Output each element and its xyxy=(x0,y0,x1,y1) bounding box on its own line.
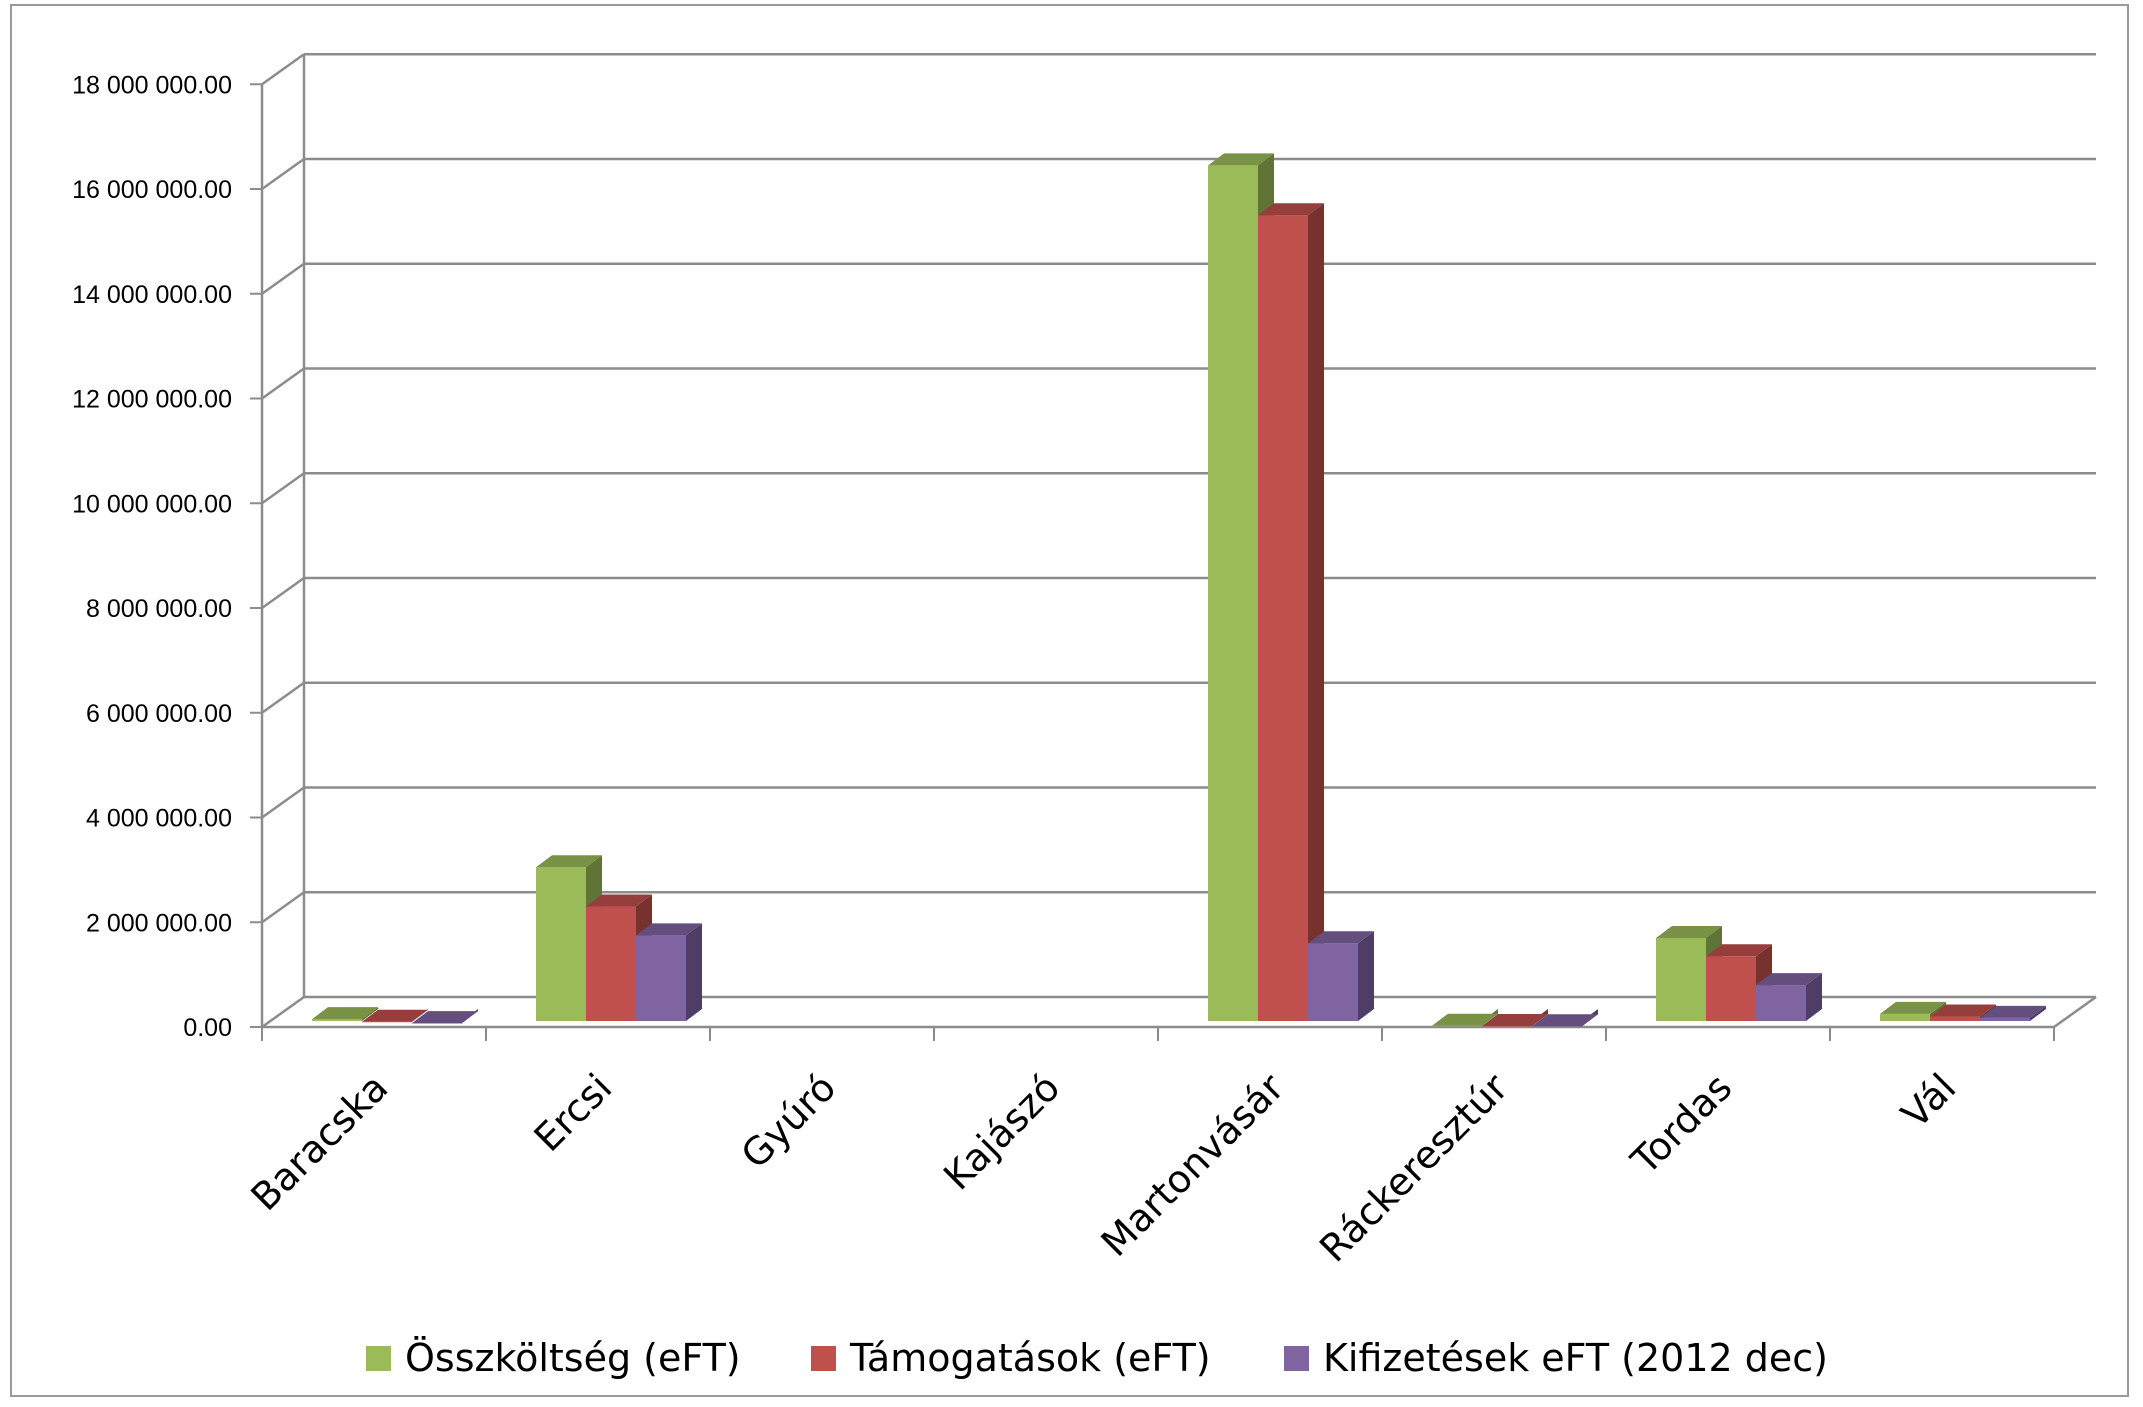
bar-front xyxy=(412,1023,462,1024)
gridline-depth xyxy=(261,786,305,819)
x-axis: Baracska Ercsi Gyúró Kajászó Martonvásár Ráck… xyxy=(243,995,2097,1271)
bar xyxy=(1432,1009,1498,1027)
bar-front xyxy=(362,1021,412,1023)
bar-side xyxy=(1308,203,1324,1021)
y-tick-label: 8 000 000.00 xyxy=(86,595,232,623)
bar-front xyxy=(312,1019,362,1021)
gridline-depth xyxy=(261,681,305,714)
y-tick-label: 0.00 xyxy=(183,1014,232,1042)
bar-front xyxy=(1482,1026,1532,1027)
bar-side xyxy=(2030,1005,2046,1021)
bar-front xyxy=(1880,1013,1930,1021)
bar-top xyxy=(1532,1014,1598,1027)
bar-front xyxy=(1258,215,1308,1021)
legend-label: Kifizetések eFT (2012 dec) xyxy=(1323,1336,1828,1380)
bar-top xyxy=(1980,1005,2046,1018)
gridline-depth xyxy=(261,367,305,400)
bar-front xyxy=(1532,1026,1582,1027)
gridline-depth xyxy=(261,891,305,924)
x-tick-label: Gyúró xyxy=(733,1065,845,1177)
bar xyxy=(412,1009,478,1024)
bar-top xyxy=(1930,1004,1996,1017)
gridline-depth xyxy=(261,262,305,295)
gridline-depth xyxy=(261,472,305,505)
bar-front xyxy=(1980,1017,2030,1021)
legend-item: Kifizetések eFT (2012 dec) xyxy=(1284,1336,1828,1380)
x-tick-label: Baracska xyxy=(243,1065,397,1219)
bar-top xyxy=(1756,973,1822,986)
bar-top xyxy=(1208,153,1274,166)
x-tick-label: Ráckeresztúr xyxy=(1311,1065,1517,1271)
y-tick-label: 12 000 000.00 xyxy=(72,386,232,414)
bar-top xyxy=(636,923,702,936)
y-tick-label: 6 000 000.00 xyxy=(86,700,232,728)
bar-top xyxy=(586,894,652,907)
bar-side xyxy=(686,923,702,1021)
bar-front xyxy=(536,867,586,1021)
gridline-depth xyxy=(261,53,305,86)
bar-top xyxy=(1258,203,1324,216)
bar-front xyxy=(1756,985,1806,1021)
bar-front xyxy=(586,906,636,1021)
bar xyxy=(1258,203,1324,1021)
bar xyxy=(1980,1005,2046,1021)
y-tick-label: 2 000 000.00 xyxy=(86,909,232,937)
bar-side xyxy=(1358,931,1374,1021)
bar xyxy=(312,1007,378,1021)
bar-top xyxy=(1308,931,1374,944)
y-tick-label: 4 000 000.00 xyxy=(86,805,232,833)
y-tick-label: 14 000 000.00 xyxy=(72,281,232,309)
legend-swatch xyxy=(366,1346,391,1371)
chart-frame xyxy=(10,4,2129,1397)
y-tick-label: 18 000 000.00 xyxy=(72,71,232,99)
gridline-depth xyxy=(261,157,305,191)
gridline-depth xyxy=(261,576,305,610)
y-tick-label: 16 000 000.00 xyxy=(72,176,232,204)
bar-front xyxy=(1656,937,1706,1021)
bar xyxy=(1756,973,1822,1021)
legend-item: Támogatások (eFT) xyxy=(811,1336,1211,1380)
bar-front xyxy=(636,935,686,1021)
bar-top xyxy=(1656,925,1722,938)
bar-top xyxy=(1432,1013,1498,1026)
bar-top xyxy=(312,1007,378,1020)
bar-side xyxy=(1806,973,1822,1021)
floor-edge xyxy=(2053,995,2097,1029)
bar-front xyxy=(1706,956,1756,1021)
gridline-depth xyxy=(261,995,305,1029)
bars xyxy=(312,153,2046,1027)
bar-top xyxy=(412,1011,478,1024)
y-axis: 0.00 2 000 000.00 4 000 000.00 6 000 000.00… xyxy=(72,54,306,1042)
legend: Összköltség (eFT) Támogatások (eFT) Kifize… xyxy=(366,1336,1828,1380)
legend-swatch xyxy=(1284,1346,1309,1371)
bar xyxy=(1482,1009,1548,1027)
x-tick-label: Vál xyxy=(1893,1065,1964,1136)
bar-side xyxy=(362,1007,378,1021)
bar xyxy=(362,1009,428,1023)
bar xyxy=(1308,931,1374,1021)
bar-front xyxy=(1930,1016,1980,1021)
bar-top xyxy=(1706,944,1772,957)
bar-top xyxy=(362,1009,428,1022)
legend-swatch xyxy=(811,1346,836,1371)
legend-label: Támogatások (eFT) xyxy=(849,1336,1211,1380)
bar-front xyxy=(1308,943,1358,1021)
x-tick-label: Tordas xyxy=(1622,1065,1740,1183)
x-tick-label: Martonvásár xyxy=(1093,1065,1293,1265)
legend-item: Összköltség (eFT) xyxy=(366,1336,741,1380)
x-tick-label: Ercsi xyxy=(526,1065,621,1160)
bar-front xyxy=(1432,1025,1482,1027)
bar xyxy=(636,923,702,1021)
y-tick-label: 10 000 000.00 xyxy=(72,490,232,518)
bar-top xyxy=(536,855,602,868)
bar xyxy=(1532,1009,1598,1027)
bar-front xyxy=(1208,165,1258,1021)
legend-label: Összköltség (eFT) xyxy=(405,1336,741,1380)
x-tick-label: Kajászó xyxy=(935,1065,1068,1198)
bar-top xyxy=(1880,1001,1946,1014)
bar-top xyxy=(1482,1014,1548,1027)
